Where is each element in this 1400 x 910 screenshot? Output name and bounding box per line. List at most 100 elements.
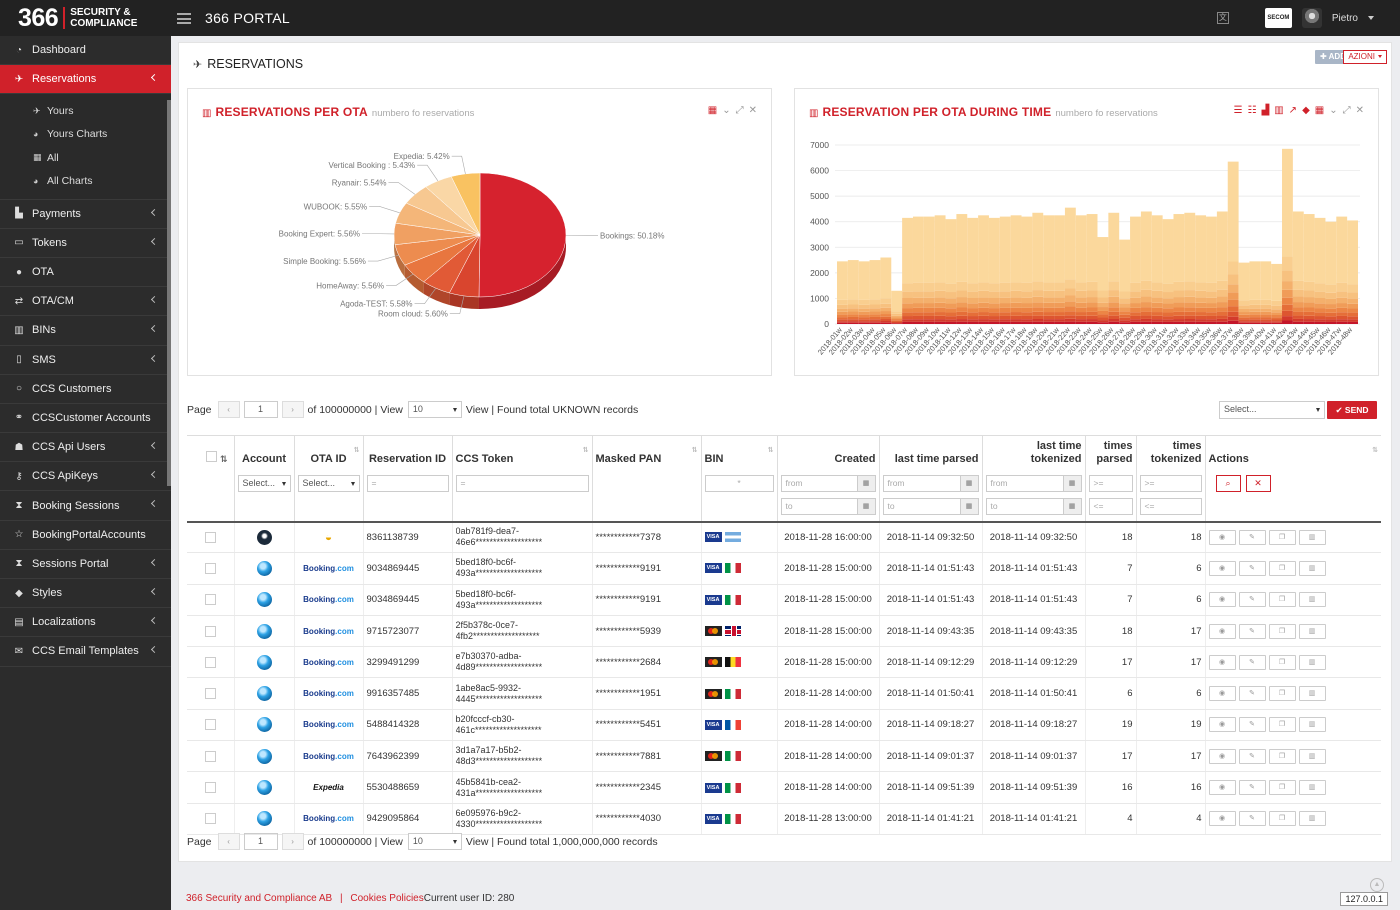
delete-button[interactable]: ▥: [1298, 592, 1326, 608]
expand-icon[interactable]: ⤢: [735, 105, 744, 116]
delete-button[interactable]: ▥: [1298, 686, 1326, 702]
copy-button[interactable]: ❐: [1268, 717, 1296, 733]
table-row[interactable]: Booking.com 9034869445 5bed18f0-bc6f- 493a*…: [187, 552, 1381, 585]
add-button[interactable]: ✚ ADD: [1315, 50, 1351, 64]
row-checkbox[interactable]: [204, 782, 216, 794]
bar-stack[interactable]: [1108, 212, 1120, 324]
table-row[interactable]: Booking.com 9916357485 1abe8ac5-9932- 4445*…: [187, 677, 1381, 710]
view-button[interactable]: ◉: [1208, 529, 1236, 545]
account-avatar-icon[interactable]: [256, 560, 272, 576]
line-chart-icon[interactable]: ↗: [1288, 105, 1298, 116]
bar-stack[interactable]: [999, 216, 1011, 324]
col-created[interactable]: Created: [777, 435, 880, 471]
account-avatar-icon[interactable]: [256, 623, 272, 639]
sort-icon[interactable]: ⇅: [219, 453, 228, 464]
bar-stack[interactable]: [1086, 214, 1098, 324]
bar-stack[interactable]: [858, 261, 870, 324]
bar-stack[interactable]: [1119, 239, 1131, 324]
calendar-icon[interactable]: ▦: [856, 475, 875, 491]
token-filter[interactable]: =: [455, 474, 589, 492]
row-checkbox[interactable]: [204, 813, 216, 825]
bar-stack[interactable]: [1021, 216, 1033, 324]
col-times-parsed[interactable]: times parsed: [1085, 435, 1137, 471]
page-size-select[interactable]: 10: [407, 401, 462, 418]
calendar-icon[interactable]: ▦: [1062, 498, 1081, 514]
tokenized-from-input[interactable]: from ▦: [985, 474, 1082, 492]
cookies-link[interactable]: Cookies Policies: [350, 893, 424, 904]
sidebar-subitem-yours[interactable]: ✈ Yours: [0, 99, 171, 122]
table-row[interactable]: Booking.com 5488414328 b20fcccf-cb30- 461c*…: [187, 709, 1381, 742]
edit-button[interactable]: ✎: [1238, 560, 1266, 576]
sidebar-item-bookingportalaccounts[interactable]: ☆ BookingPortalAccounts: [0, 521, 171, 550]
calendar-icon[interactable]: ▦: [959, 475, 978, 491]
bar-stack[interactable]: [945, 219, 957, 324]
table-row[interactable]: Booking.com 3299491299 e7b30370-adba- 4d89*…: [187, 646, 1381, 679]
bar-stack[interactable]: [1043, 215, 1055, 324]
avatar[interactable]: [1301, 8, 1322, 28]
bar-stack[interactable]: [1184, 212, 1196, 324]
collapse-icon[interactable]: ⌄: [722, 105, 731, 116]
bar-stack[interactable]: [956, 214, 968, 324]
times-tokenized-max-input[interactable]: <=: [1139, 497, 1202, 515]
account-avatar-icon[interactable]: [256, 686, 272, 702]
expand-icon[interactable]: ⤢: [1342, 105, 1351, 116]
page-input[interactable]: 1: [243, 401, 278, 418]
sidebar-item-ccscustomer-accounts[interactable]: ⚭ CCSCustomer Accounts: [0, 404, 171, 434]
bar-chart-icon[interactable]: ▥: [1274, 105, 1284, 116]
col-bin[interactable]: BIN ⇅: [701, 435, 778, 471]
bar-stack[interactable]: [891, 290, 903, 324]
edit-button[interactable]: ✎: [1238, 592, 1266, 608]
bar-stack[interactable]: [1151, 215, 1163, 324]
account-avatar-icon[interactable]: [256, 529, 272, 545]
language-icon[interactable]: 文: [1216, 12, 1229, 24]
copy-button[interactable]: ❐: [1268, 811, 1296, 827]
menu-toggle-icon[interactable]: [177, 12, 191, 24]
brand-logo[interactable]: 366 SECURITY & COMPLIANCE: [0, 0, 171, 36]
calendar-icon[interactable]: ▦: [1062, 475, 1081, 491]
bar-stack[interactable]: [934, 215, 946, 324]
bar-stack[interactable]: [1162, 219, 1174, 324]
bar-stack[interactable]: [1075, 215, 1087, 324]
view-button[interactable]: ◉: [1208, 717, 1236, 733]
copy-button[interactable]: ❐: [1268, 654, 1296, 670]
calendar-icon[interactable]: ▦: [856, 498, 875, 514]
row-checkbox[interactable]: [204, 594, 216, 606]
table-row[interactable]: Expedia 5530488659 45b5841b-cea2- 431a*****…: [187, 771, 1381, 804]
bar-stack[interactable]: [1097, 237, 1109, 324]
scroll-top-icon[interactable]: ▲: [1370, 878, 1384, 892]
prev-page-button[interactable]: ‹: [217, 401, 240, 418]
bar-stack[interactable]: [902, 217, 913, 324]
sidebar-subitem-all-charts[interactable]: ◕ All Charts: [0, 169, 171, 192]
bar-stack[interactable]: [880, 257, 892, 324]
delete-button[interactable]: ▥: [1298, 654, 1326, 670]
view-button[interactable]: ◉: [1208, 811, 1236, 827]
sidebar-item-ota-cm[interactable]: ⇄ OTA/CM: [0, 287, 171, 317]
bar-stack[interactable]: [1282, 148, 1293, 324]
bar-stack[interactable]: [1216, 211, 1228, 324]
table-icon[interactable]: ▦: [1314, 105, 1325, 116]
edit-button[interactable]: ✎: [1238, 529, 1266, 545]
delete-button[interactable]: ▥: [1298, 623, 1326, 639]
row-checkbox[interactable]: [204, 719, 216, 731]
sidebar-item-ota[interactable]: ● OTA: [0, 258, 171, 288]
bar-stack[interactable]: [1314, 217, 1326, 324]
reservation-id-filter[interactable]: =: [366, 474, 449, 492]
tag-icon[interactable]: ◆: [1302, 105, 1310, 116]
bar-stack[interactable]: [1303, 214, 1315, 324]
sidebar-item-booking-sessions[interactable]: ⧗ Booking Sessions: [0, 491, 171, 521]
bar-stack[interactable]: [1249, 261, 1261, 324]
sidebar-item-ccs-email-templates[interactable]: ✉ CCS Email Templates: [0, 637, 171, 667]
table-row[interactable]: ◒ 8361138739 0ab781f9-dea7- 46e6***********…: [187, 521, 1381, 554]
edit-button[interactable]: ✎: [1238, 780, 1266, 796]
col-times-tokenized[interactable]: times tokenized: [1136, 435, 1206, 471]
tokenized-to-input[interactable]: to ▦: [985, 497, 1082, 515]
times-parsed-min-input[interactable]: >=: [1088, 474, 1133, 492]
area-chart-icon[interactable]: ▟: [1261, 105, 1270, 116]
parsed-to-input[interactable]: to ▦: [882, 497, 979, 515]
bar-stack[interactable]: [1140, 211, 1152, 324]
user-name[interactable]: Pietro: [1331, 12, 1358, 24]
sidebar-subitem-yours-charts[interactable]: ◕ Yours Charts: [0, 123, 171, 146]
bar-stack[interactable]: [869, 260, 881, 324]
copy-button[interactable]: ❐: [1268, 686, 1296, 702]
prev-page-button[interactable]: ‹: [217, 833, 240, 850]
